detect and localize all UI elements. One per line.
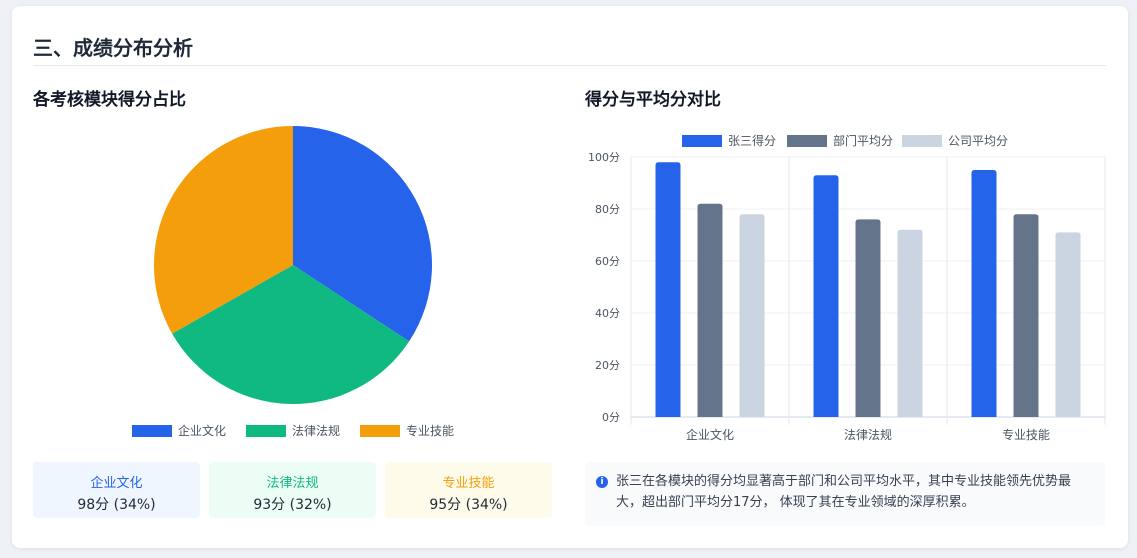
pie-legend-item[interactable]: 专业技能 <box>360 422 454 439</box>
bar-legend-item[interactable]: 张三得分 <box>682 133 776 148</box>
bar-1-2 <box>813 175 839 417</box>
bar-1-1 <box>655 162 681 417</box>
legend-swatch <box>902 135 942 147</box>
stat-name: 专业技能 <box>442 476 495 491</box>
stat-value: 95分 (34%) <box>429 497 508 513</box>
section-title: 三、成绩分布分析 <box>33 36 193 60</box>
bar-2-1 <box>697 203 723 417</box>
stat-box-skill: 专业技能 95分 (34%) <box>385 462 552 518</box>
note-text: 张三在各模块的得分均显著高于部门和公司平均水平，其中专业技能领先优势最大，超出部… <box>616 474 1072 510</box>
legend-label: 张三得分 <box>728 133 776 148</box>
stat-box-culture: 企业文化 98分 (34%) <box>33 462 200 518</box>
legend-swatch <box>787 135 827 147</box>
bar-3-2 <box>897 229 923 417</box>
pie-panel-title: 各考核模块得分占比 <box>33 90 186 110</box>
analysis-note: i 张三在各模块的得分均显著高于部门和公司平均水平，其中专业技能领先优势最大，超… <box>585 462 1105 526</box>
legend-label: 法律法规 <box>292 424 341 438</box>
y-tick-label: 60分 <box>595 255 620 268</box>
y-tick-label: 40分 <box>595 307 620 320</box>
pie-legend: 企业文化 法律法规 专业技能 <box>132 422 474 439</box>
pie-chart <box>154 126 432 404</box>
bar-legend-item[interactable]: 部门平均分 <box>787 133 893 148</box>
y-tick-label: 80分 <box>595 203 620 216</box>
legend-label: 部门平均分 <box>833 133 893 148</box>
bar-3-1 <box>739 214 765 417</box>
x-tick-label: 专业技能 <box>1002 427 1050 442</box>
info-icon: i <box>596 476 608 488</box>
bar-3-3 <box>1055 232 1081 417</box>
y-tick-label: 20分 <box>595 359 620 372</box>
legend-swatch <box>132 424 172 437</box>
legend-label: 企业文化 <box>178 424 227 438</box>
legend-swatch <box>360 424 401 437</box>
y-tick-label: 100分 <box>588 151 620 164</box>
bar-1-3 <box>971 170 997 417</box>
stat-name: 法律法规 <box>266 476 319 491</box>
stat-value: 93分 (32%) <box>253 497 332 513</box>
stat-name: 企业文化 <box>90 476 143 491</box>
pie-legend-item[interactable]: 法律法规 <box>246 422 340 439</box>
x-tick-label: 企业文化 <box>686 427 734 442</box>
bar-2-3 <box>1013 214 1039 417</box>
pie-slice-3 <box>154 126 293 334</box>
y-tick-label: 0分 <box>602 411 620 424</box>
stat-value: 98分 (34%) <box>77 497 156 513</box>
analysis-card: 三、成绩分布分析 各考核模块得分占比 得分与平均分对比 企业文化 法律法规 专业技能… <box>12 6 1128 548</box>
legend-label: 专业技能 <box>406 424 455 438</box>
pie-slice-1 <box>293 126 432 342</box>
bar-legend-item[interactable]: 公司平均分 <box>902 134 1008 148</box>
legend-label: 公司平均分 <box>948 134 1008 148</box>
bar-panel-title: 得分与平均分对比 <box>585 90 721 110</box>
pie-legend-item[interactable]: 企业文化 <box>132 422 226 439</box>
bar-2-2 <box>855 219 881 417</box>
x-tick-label: 法律法规 <box>844 427 892 442</box>
legend-swatch <box>682 135 722 147</box>
section-divider <box>33 65 1106 66</box>
legend-swatch <box>246 424 287 437</box>
stat-box-law: 法律法规 93分 (32%) <box>209 462 376 518</box>
pie-slice-2 <box>172 265 410 404</box>
